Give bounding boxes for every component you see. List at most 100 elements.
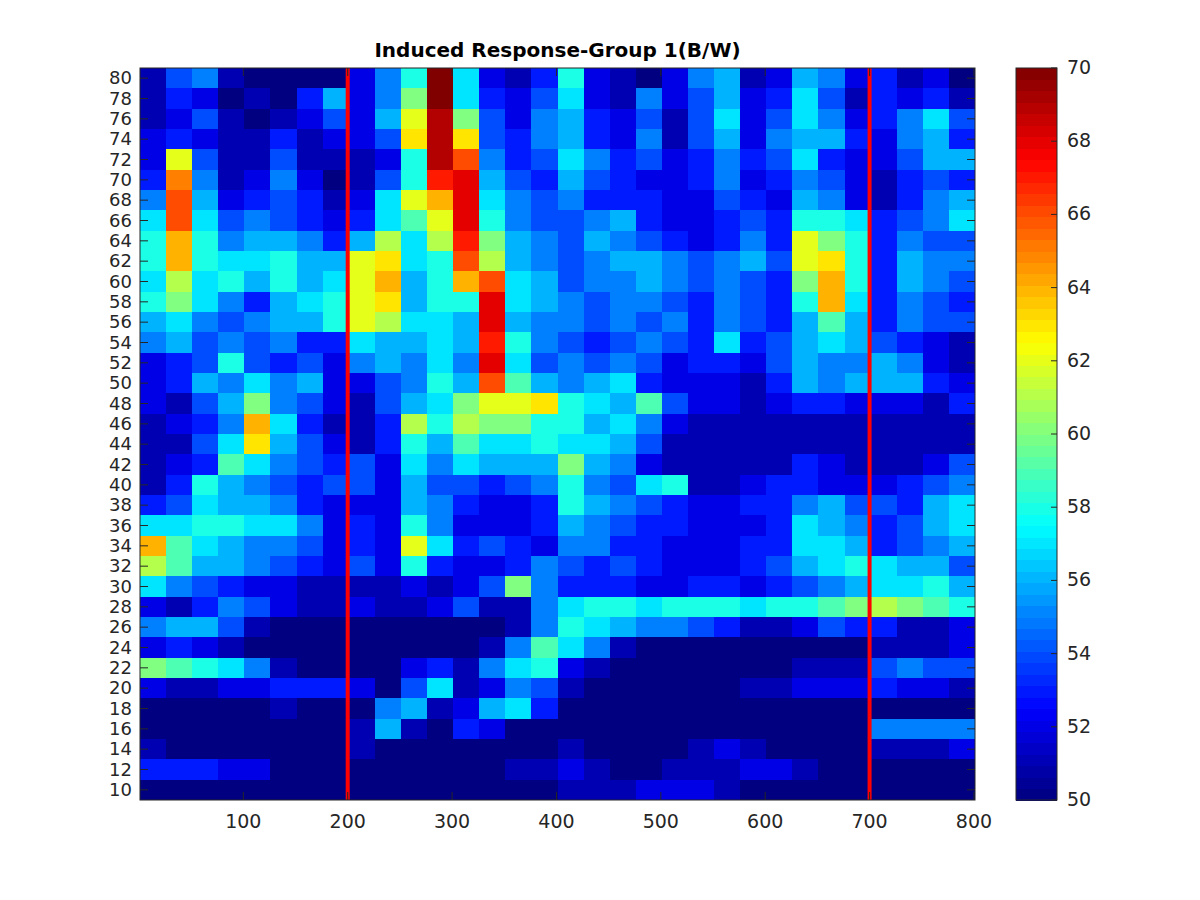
heatmap-cell bbox=[505, 129, 532, 150]
y-tick-label: 36 bbox=[109, 515, 132, 536]
heatmap-cell bbox=[297, 210, 324, 231]
x-tick bbox=[869, 68, 870, 76]
heatmap-cell bbox=[166, 129, 193, 150]
heatmap-cell bbox=[949, 759, 975, 780]
heatmap-cell bbox=[323, 210, 350, 231]
heatmap-cell bbox=[244, 536, 271, 557]
heatmap-cell bbox=[636, 495, 663, 516]
heatmap-cell bbox=[636, 271, 663, 292]
x-tick bbox=[347, 792, 348, 800]
heatmap-cell bbox=[505, 190, 532, 211]
heatmap-cell bbox=[323, 678, 350, 699]
heatmap-cell bbox=[792, 109, 819, 130]
heatmap-cell bbox=[584, 109, 611, 130]
heatmap-cell bbox=[192, 88, 219, 109]
heatmap-cell bbox=[453, 617, 480, 638]
heatmap-cell bbox=[636, 658, 663, 679]
heatmap-cell bbox=[192, 536, 219, 557]
heatmap-cell bbox=[218, 698, 245, 719]
heatmap-cell bbox=[218, 719, 245, 740]
heatmap-cell bbox=[479, 759, 506, 780]
heatmap-cell bbox=[375, 210, 402, 231]
x-tick-label: 300 bbox=[434, 810, 470, 832]
y-tick bbox=[140, 261, 148, 262]
heatmap-cell bbox=[218, 434, 245, 455]
heatmap-cell bbox=[218, 759, 245, 780]
heatmap-cell bbox=[688, 109, 715, 130]
heatmap-cell bbox=[218, 353, 245, 374]
heatmap-cell bbox=[688, 698, 715, 719]
heatmap-cell bbox=[375, 434, 402, 455]
heatmap-cell bbox=[688, 556, 715, 577]
heatmap-cell bbox=[140, 719, 167, 740]
heatmap-cell bbox=[375, 88, 402, 109]
colorbar-tick-label: 54 bbox=[1067, 642, 1091, 664]
heatmap-cell bbox=[871, 231, 898, 252]
x-tick bbox=[347, 68, 348, 76]
y-tick bbox=[140, 688, 148, 689]
heatmap-cell bbox=[218, 556, 245, 577]
heatmap-cell bbox=[453, 149, 480, 170]
heatmap-cell bbox=[297, 170, 324, 191]
heatmap-cell bbox=[479, 434, 506, 455]
heatmap-cell bbox=[740, 495, 767, 516]
heatmap-cell bbox=[375, 780, 402, 800]
heatmap-cell bbox=[479, 719, 506, 740]
heatmap-cell bbox=[792, 556, 819, 577]
heatmap-cell bbox=[792, 454, 819, 475]
heatmap-cell bbox=[505, 536, 532, 557]
heatmap-cell bbox=[270, 658, 297, 679]
heatmap-cell bbox=[662, 759, 689, 780]
heatmap-cell bbox=[192, 617, 219, 638]
heatmap-cell bbox=[323, 373, 350, 394]
y-tick-label: 80 bbox=[109, 67, 132, 88]
heatmap-cell bbox=[714, 475, 741, 496]
heatmap-cell bbox=[453, 393, 480, 414]
heatmap-cell bbox=[688, 475, 715, 496]
heatmap-cell bbox=[244, 353, 271, 374]
heatmap-cell bbox=[166, 780, 193, 800]
y-tick bbox=[140, 667, 148, 668]
y-tick bbox=[140, 647, 148, 648]
heatmap-cell bbox=[166, 393, 193, 414]
heatmap-cell bbox=[871, 759, 898, 780]
colorbar-step bbox=[1016, 537, 1057, 549]
heatmap-cell bbox=[792, 353, 819, 374]
heatmap-cell bbox=[558, 515, 585, 536]
heatmap-cell bbox=[949, 210, 975, 231]
heatmap-cell bbox=[714, 271, 741, 292]
heatmap-cell bbox=[949, 597, 975, 618]
colorbar-step bbox=[1016, 720, 1057, 732]
heatmap-cell bbox=[871, 68, 898, 89]
heatmap-cell bbox=[375, 495, 402, 516]
heatmap-cell bbox=[453, 719, 480, 740]
y-tick-label: 62 bbox=[109, 250, 132, 271]
heatmap-cell bbox=[192, 190, 219, 211]
heatmap-cell bbox=[297, 475, 324, 496]
heatmap-cell bbox=[845, 576, 872, 597]
heatmap-cell bbox=[610, 637, 637, 658]
heatmap-cell bbox=[349, 698, 376, 719]
heatmap-cell bbox=[531, 231, 558, 252]
heatmap-cell bbox=[818, 698, 845, 719]
heatmap-cell bbox=[192, 149, 219, 170]
heatmap-cell bbox=[323, 454, 350, 475]
heatmap-cell bbox=[375, 556, 402, 577]
heatmap-cell bbox=[845, 698, 872, 719]
heatmap-cell bbox=[270, 536, 297, 557]
heatmap-cell bbox=[949, 88, 975, 109]
heatmap-cell bbox=[323, 353, 350, 374]
y-tick bbox=[967, 179, 975, 180]
heatmap-cell bbox=[453, 353, 480, 374]
heatmap-cell bbox=[166, 210, 193, 231]
heatmap-cell bbox=[166, 353, 193, 374]
heatmap-cell bbox=[505, 353, 532, 374]
heatmap-cell bbox=[558, 353, 585, 374]
heatmap-cell bbox=[949, 373, 975, 394]
heatmap-cell bbox=[897, 759, 924, 780]
heatmap-cell bbox=[140, 576, 167, 597]
heatmap-cell bbox=[323, 332, 350, 353]
heatmap-cell bbox=[349, 68, 376, 89]
heatmap-cell bbox=[505, 231, 532, 252]
colorbar-step bbox=[1016, 606, 1057, 618]
